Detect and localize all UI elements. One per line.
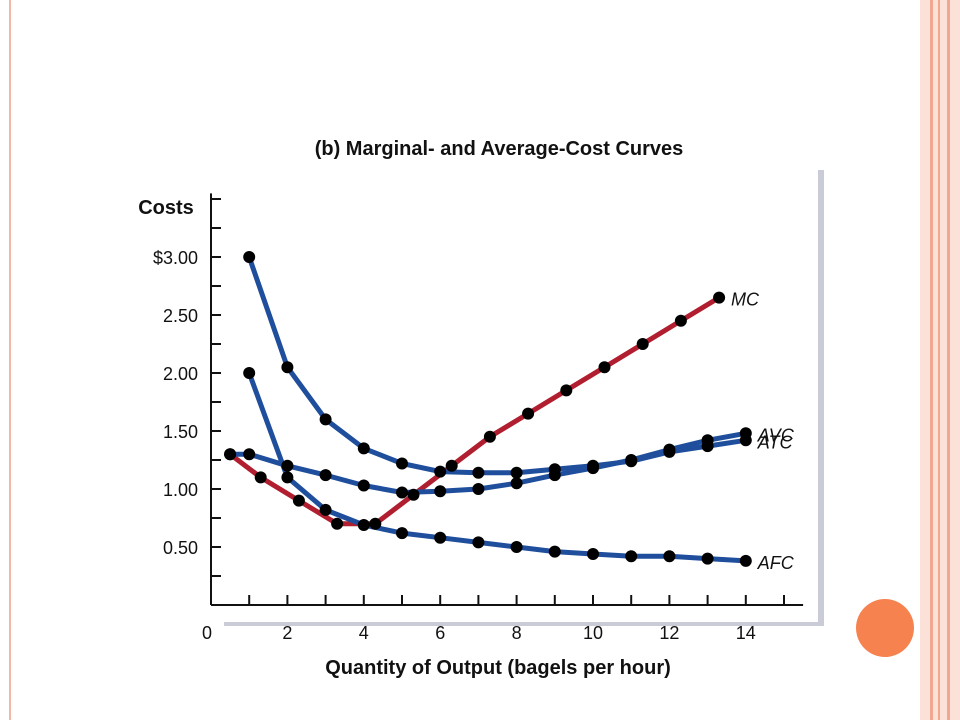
atc-point (281, 361, 294, 374)
y-tick-label: 1.50 (163, 422, 198, 442)
afc-point (357, 519, 370, 531)
atc-point (243, 251, 256, 263)
avc-point (224, 448, 237, 461)
mc-point (331, 517, 344, 530)
mc-curve (227, 295, 722, 527)
afc-point (663, 550, 676, 563)
avc-point (472, 483, 485, 495)
mc-point (254, 471, 267, 484)
atc-point (510, 466, 523, 479)
mc-series-label: MC (731, 290, 760, 310)
slide-accent-circle (856, 599, 914, 657)
atc-series-label: ATC (757, 432, 794, 452)
y-tick-label: 0.50 (163, 538, 198, 558)
series-lines (227, 254, 749, 564)
mc-point (713, 291, 726, 304)
avc-point (357, 479, 370, 492)
mc-point (369, 517, 382, 530)
y-tick-label: 2.00 (163, 364, 198, 384)
atc-point (472, 466, 485, 479)
afc-point (587, 548, 599, 560)
y-tick-label: 1.00 (163, 480, 198, 500)
afc-point (243, 367, 256, 379)
x-tick-label: 14 (736, 623, 756, 643)
mc-point (674, 314, 687, 327)
afc-curve (246, 370, 749, 564)
atc-point (434, 465, 447, 478)
avc-point (510, 477, 523, 490)
x-tick-label: 12 (659, 623, 679, 643)
atc-point (357, 442, 370, 455)
avc-point (319, 469, 332, 482)
avc-point (243, 448, 256, 461)
afc-series-label: AFC (757, 553, 795, 573)
afc-point (739, 554, 752, 567)
afc-point (510, 541, 523, 553)
y-tick-label: 2.50 (163, 306, 198, 326)
slide-right-border (920, 0, 960, 720)
avc-point (281, 459, 294, 472)
avc-point (396, 486, 408, 499)
x-tick-label: 8 (512, 623, 522, 643)
atc-point (396, 457, 408, 470)
series-points (224, 251, 752, 567)
x-tick-label: 2 (282, 623, 292, 643)
afc-point (281, 471, 294, 484)
avc-point (587, 462, 599, 475)
mc-point (445, 459, 458, 472)
mc-point (483, 430, 496, 443)
afc-point (434, 531, 447, 544)
tick-labels: 0.50 1.00 1.50 2.00 2.50 $3.00 0 2 4 6 8 10 12 14 (153, 248, 756, 643)
x-tick-label: 4 (359, 623, 369, 643)
x-tick-label: 10 (583, 623, 603, 643)
afc-point (472, 536, 485, 549)
x-axis-label: Quantity of Output (bagels per hour) (325, 657, 671, 679)
mc-point (292, 494, 305, 507)
mc-point (522, 407, 535, 420)
axes (210, 193, 804, 606)
avc-point (701, 434, 714, 447)
y-axis-label: Costs (138, 197, 194, 219)
mc-point (636, 338, 649, 350)
avc-point (663, 443, 676, 456)
atc-point (319, 413, 332, 426)
slide-left-border (9, 0, 11, 720)
avc-point (434, 485, 447, 498)
y-tick-label: $3.00 (153, 248, 198, 268)
x-tick-label: 0 (202, 623, 212, 643)
atc-curve (246, 254, 749, 476)
afc-point (548, 545, 561, 558)
avc-point (548, 469, 561, 482)
tick-marks (211, 198, 785, 605)
avc-point (739, 427, 752, 440)
x-tick-label: 6 (435, 623, 445, 643)
afc-point (319, 503, 332, 516)
avc-point (625, 454, 638, 466)
chart-title: (b) Marginal- and Average-Cost Curves (315, 138, 684, 160)
mc-point (598, 361, 611, 374)
mc-point (560, 384, 573, 397)
afc-point (396, 527, 408, 540)
avc-series-label: AVC (757, 425, 795, 445)
afc-point (625, 550, 638, 563)
mc-point (407, 488, 420, 501)
afc-point (701, 552, 714, 565)
